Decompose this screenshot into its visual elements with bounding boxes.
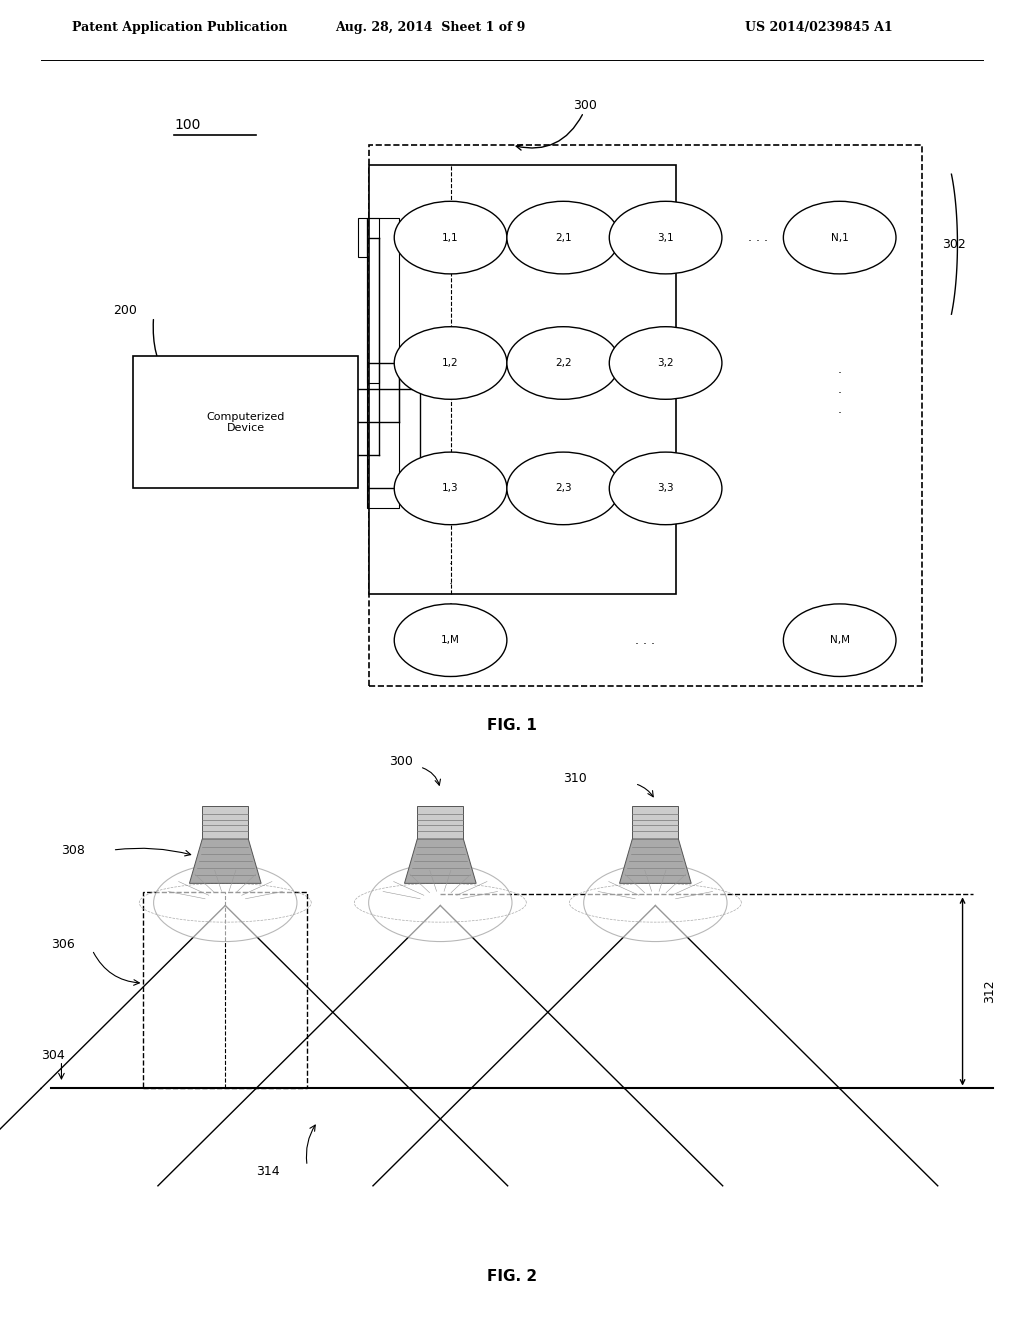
Text: 3,2: 3,2 <box>657 358 674 368</box>
Text: 1,1: 1,1 <box>442 232 459 243</box>
Text: N,1: N,1 <box>830 232 849 243</box>
Text: 306: 306 <box>51 937 75 950</box>
Polygon shape <box>189 840 261 883</box>
Circle shape <box>584 865 727 941</box>
Text: 100: 100 <box>174 117 201 132</box>
Text: 3,3: 3,3 <box>657 483 674 494</box>
Text: 2,3: 2,3 <box>555 483 571 494</box>
Circle shape <box>609 453 722 525</box>
Bar <box>418 805 463 840</box>
Text: 2,1: 2,1 <box>555 232 571 243</box>
Text: .: . <box>449 574 453 587</box>
Circle shape <box>507 326 620 399</box>
Text: . . .: . . . <box>635 634 655 647</box>
Text: FIG. 2: FIG. 2 <box>487 1270 537 1284</box>
Text: 300: 300 <box>573 99 597 112</box>
Bar <box>367 218 379 383</box>
Circle shape <box>609 201 722 273</box>
Text: 200: 200 <box>113 304 136 317</box>
Circle shape <box>394 326 507 399</box>
Circle shape <box>609 326 722 399</box>
Text: .: . <box>838 403 842 416</box>
Text: .: . <box>449 594 453 607</box>
Text: 314: 314 <box>256 1166 280 1179</box>
Bar <box>358 218 367 257</box>
Text: .: . <box>838 363 842 376</box>
Text: Aug. 28, 2014  Sheet 1 of 9: Aug. 28, 2014 Sheet 1 of 9 <box>335 21 525 34</box>
Text: 2,2: 2,2 <box>555 358 571 368</box>
Text: .: . <box>449 554 453 568</box>
Text: . . .: . . . <box>748 231 768 244</box>
Bar <box>369 165 676 594</box>
Text: 310: 310 <box>563 771 587 784</box>
Circle shape <box>394 453 507 525</box>
Text: 1,2: 1,2 <box>442 358 459 368</box>
Circle shape <box>394 201 507 273</box>
Text: 3,1: 3,1 <box>657 232 674 243</box>
Text: 302: 302 <box>942 238 966 251</box>
Text: 308: 308 <box>61 843 85 857</box>
Text: 300: 300 <box>389 755 413 768</box>
Text: N,M: N,M <box>829 635 850 645</box>
Bar <box>133 356 358 488</box>
Text: Computerized
Device: Computerized Device <box>207 412 285 433</box>
Circle shape <box>783 605 896 676</box>
Bar <box>203 805 248 840</box>
Text: 1,M: 1,M <box>441 635 460 645</box>
Bar <box>143 892 307 1089</box>
Circle shape <box>369 865 512 941</box>
Polygon shape <box>620 840 691 883</box>
Circle shape <box>783 201 896 273</box>
Text: 312: 312 <box>983 979 996 1003</box>
Bar <box>369 145 922 686</box>
Circle shape <box>394 605 507 676</box>
Text: Patent Application Publication: Patent Application Publication <box>72 21 287 34</box>
Text: 1,3: 1,3 <box>442 483 459 494</box>
Bar <box>633 805 679 840</box>
Text: 304: 304 <box>41 1048 65 1061</box>
Circle shape <box>154 865 297 941</box>
Circle shape <box>507 453 620 525</box>
Bar <box>367 218 399 508</box>
Circle shape <box>507 201 620 273</box>
Text: FIG. 1: FIG. 1 <box>487 718 537 734</box>
Polygon shape <box>404 840 476 883</box>
Text: .: . <box>838 383 842 396</box>
Text: US 2014/0239845 A1: US 2014/0239845 A1 <box>745 21 893 34</box>
